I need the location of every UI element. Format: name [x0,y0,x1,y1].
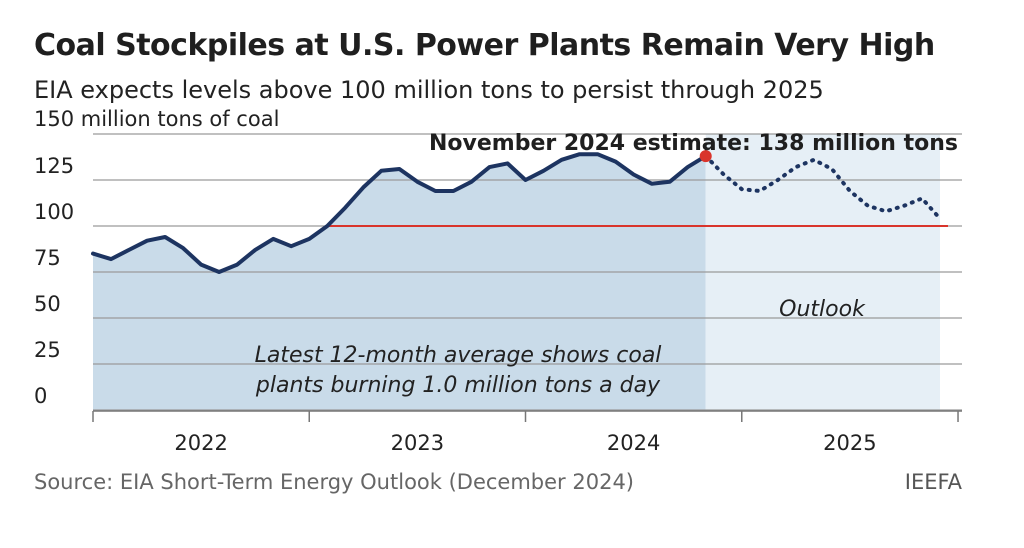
chart-subtitle: EIA expects levels above 100 million ton… [34,76,824,104]
y-tick-label: 75 [34,246,61,270]
chart-title: Coal Stockpiles at U.S. Power Plants Rem… [34,28,935,63]
source-note: Source: EIA Short-Term Energy Outlook (D… [34,470,634,494]
x-tick-label: 2024 [607,431,660,455]
y-tick-label: 25 [34,338,61,362]
outlook-label: Outlook [779,297,866,322]
estimate-marker [699,150,712,163]
x-tick-label: 2022 [174,431,227,455]
y-axis-label: 150 million tons of coal [34,107,279,131]
x-tick-label: 2023 [391,431,444,455]
annotation-line: plants burning 1.0 million tons a day [255,373,661,398]
y-tick-label: 125 [34,154,74,178]
actual-series-line [91,152,708,274]
y-tick-label: 50 [34,292,61,316]
x-tick-label: 2025 [823,431,876,455]
annotation-line: Latest 12-month average shows coal [255,343,662,368]
y-tick-label: 0 [34,384,47,408]
estimate-label: November 2024 estimate: 138 million tons [429,131,958,156]
area-mask [93,132,706,272]
credit-label: IEEFA [904,470,962,494]
y-tick-label: 100 [34,200,74,224]
